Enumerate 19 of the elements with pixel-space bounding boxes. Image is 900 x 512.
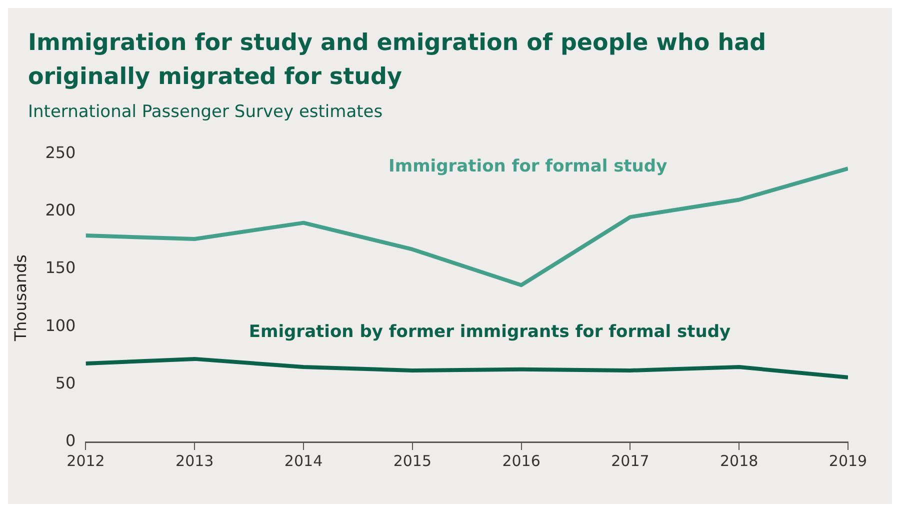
y-tick-label: 100 bbox=[45, 316, 76, 335]
x-tick-label: 2013 bbox=[176, 452, 214, 470]
y-tick-label: 50 bbox=[55, 373, 76, 392]
x-tick-label: 2018 bbox=[720, 452, 758, 470]
chart-title: Immigration for study and emigration of people who had originally migrated for study bbox=[28, 29, 768, 92]
chart-subtitle: International Passenger Survey estimates bbox=[28, 102, 384, 122]
y-tick-label: 200 bbox=[45, 200, 76, 220]
series-label: Emigration by former immigrants for formal study bbox=[248, 322, 731, 342]
x-tick-label: 2016 bbox=[502, 452, 540, 470]
text: Immigration for formal study bbox=[388, 156, 668, 177]
x-tick-label: 2014 bbox=[284, 452, 323, 470]
y-tick-label: 150 bbox=[45, 258, 76, 278]
x-tick-label: 2017 bbox=[611, 452, 650, 470]
x-tick-label: 2012 bbox=[66, 452, 105, 470]
y-axis-title: Thousands bbox=[10, 254, 30, 342]
y-tick-label: 0 bbox=[66, 431, 76, 450]
x-tick-label: 2015 bbox=[393, 452, 432, 470]
y-tick-label: 250 bbox=[45, 142, 76, 162]
x-tick-label: 2019 bbox=[828, 452, 868, 470]
